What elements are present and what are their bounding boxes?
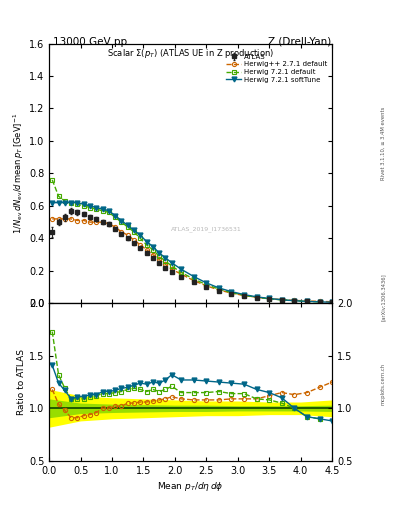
Text: [arXiv:1306.3436]: [arXiv:1306.3436]: [381, 273, 386, 321]
Text: Scalar $\Sigma(p_T)$ (ATLAS UE in Z production): Scalar $\Sigma(p_T)$ (ATLAS UE in Z prod…: [107, 48, 274, 60]
Text: Rivet 3.1.10, ≥ 3.4M events: Rivet 3.1.10, ≥ 3.4M events: [381, 106, 386, 180]
Text: Z (Drell-Yan): Z (Drell-Yan): [268, 37, 331, 47]
Text: 13000 GeV pp: 13000 GeV pp: [53, 37, 127, 47]
Y-axis label: $1/N_\mathrm{ev}\,dN_\mathrm{ev}/d\,\mathrm{mean}\,p_T\,[\mathrm{GeV}]^{-1}$: $1/N_\mathrm{ev}\,dN_\mathrm{ev}/d\,\mat…: [12, 113, 26, 234]
Y-axis label: Ratio to ATLAS: Ratio to ATLAS: [17, 349, 26, 415]
X-axis label: Mean $p_T/d\eta\,d\phi$: Mean $p_T/d\eta\,d\phi$: [157, 480, 224, 493]
Text: ATLAS_2019_I1736531: ATLAS_2019_I1736531: [171, 227, 242, 232]
Legend: ATLAS, Herwig++ 2.7.1 default, Herwig 7.2.1 default, Herwig 7.2.1 softTune: ATLAS, Herwig++ 2.7.1 default, Herwig 7.…: [224, 52, 329, 84]
Text: mcplots.cern.ch: mcplots.cern.ch: [381, 363, 386, 405]
